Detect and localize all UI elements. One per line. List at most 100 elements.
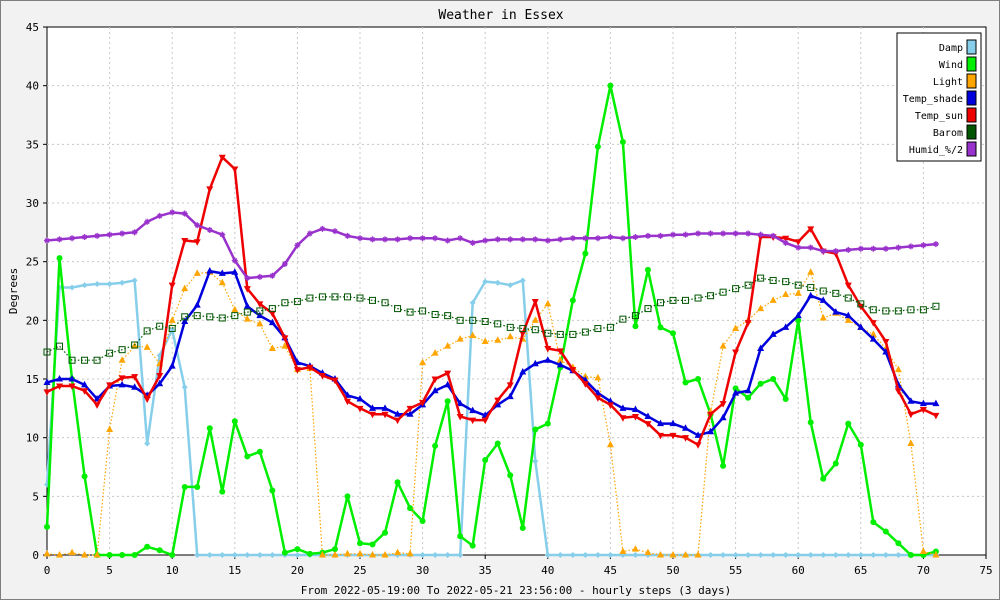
data-point-wind: [745, 394, 752, 401]
data-point-damp: [857, 552, 864, 558]
data-point-barom: [481, 318, 489, 326]
data-point-humid-2: [782, 239, 789, 246]
x-axis-label: From 2022-05-19:00 To 2022-05-21 23:56:0…: [301, 584, 731, 597]
data-point-temp-shade: [682, 424, 690, 431]
data-point-temp-sun: [606, 402, 614, 409]
data-point-damp: [820, 552, 827, 558]
data-point-temp-sun: [431, 376, 439, 383]
series-temp-sun: [43, 154, 940, 449]
data-point-temp-shade: [56, 375, 64, 382]
data-point-temp-shade: [556, 360, 564, 368]
data-point-temp-sun: [131, 374, 139, 381]
data-point-humid-2: [932, 241, 939, 248]
data-point-damp: [845, 552, 852, 558]
data-point-light: [594, 373, 602, 381]
data-point-barom: [606, 323, 614, 331]
x-tick-label: 60: [792, 564, 805, 577]
data-point-damp: [119, 279, 126, 286]
data-point-humid-2: [119, 230, 126, 237]
data-point-damp: [507, 282, 514, 289]
data-point-damp: [732, 552, 739, 558]
legend-entry-damp: Damp: [939, 39, 977, 55]
data-point-temp-shade: [456, 399, 464, 407]
data-point-wind: [444, 398, 451, 405]
data-point-wind: [757, 380, 764, 387]
data-point-light: [556, 356, 564, 363]
data-point-barom: [656, 299, 664, 307]
data-point-damp: [895, 552, 902, 558]
data-point-damp: [494, 279, 501, 286]
x-tick-label: 50: [666, 564, 679, 577]
data-point-wind: [820, 475, 827, 482]
data-point-temp-shade: [656, 419, 664, 427]
data-point-barom: [519, 325, 527, 333]
data-point-light: [43, 549, 51, 557]
data-point-light: [469, 331, 477, 339]
data-point-humid-2: [357, 235, 363, 242]
data-point-wind: [870, 519, 877, 526]
data-point-barom: [769, 276, 777, 284]
data-point-barom: [168, 325, 176, 333]
data-point-damp: [457, 552, 464, 558]
data-point-temp-sun: [919, 407, 927, 414]
data-point-barom: [832, 289, 840, 297]
data-point-damp: [181, 384, 188, 391]
data-point-barom: [932, 302, 940, 310]
data-point-temp-shade: [819, 296, 827, 303]
data-point-barom: [206, 313, 214, 321]
data-point-light: [256, 319, 264, 327]
data-point-wind: [732, 385, 739, 392]
data-point-barom: [444, 312, 452, 320]
data-point-light: [343, 549, 351, 557]
data-point-wind: [206, 425, 213, 432]
data-point-light: [694, 551, 702, 558]
data-point-damp: [519, 277, 526, 284]
data-point-temp-shade: [81, 380, 89, 388]
data-point-temp-sun: [619, 415, 627, 422]
y-tick-label: 5: [32, 490, 39, 503]
data-point-damp: [256, 552, 263, 558]
data-point-barom: [581, 328, 589, 336]
data-point-light: [782, 290, 790, 298]
data-point-barom: [494, 320, 502, 328]
data-point-wind: [432, 442, 439, 449]
data-point-light: [218, 278, 226, 286]
data-point-damp: [131, 277, 138, 284]
data-point-temp-shade: [757, 344, 765, 351]
data-point-temp-sun: [894, 388, 902, 395]
data-point-humid-2: [619, 235, 626, 242]
series-layer: [43, 82, 940, 558]
data-point-temp-sun: [794, 239, 802, 246]
data-point-temp-shade: [168, 362, 176, 369]
data-point-temp-shade: [218, 269, 226, 276]
legend-label: Temp_shade: [903, 94, 963, 105]
data-point-light: [56, 551, 64, 558]
data-point-barom: [369, 296, 377, 304]
data-point-light: [844, 316, 852, 323]
data-point-wind: [331, 546, 338, 553]
data-point-humid-2: [156, 212, 163, 219]
data-point-barom: [556, 330, 564, 338]
grid: [47, 27, 986, 555]
data-point-temp-sun: [281, 335, 289, 342]
data-point-humid-2: [594, 235, 601, 242]
data-point-light: [732, 324, 740, 332]
data-point-humid-2: [407, 235, 414, 242]
data-point-barom: [243, 308, 251, 316]
data-point-humid-2: [895, 244, 902, 251]
data-point-wind: [244, 453, 251, 460]
data-point-light: [819, 313, 827, 321]
data-point-light: [118, 356, 126, 363]
legend-swatch: [966, 56, 977, 72]
data-point-damp: [144, 440, 151, 447]
data-point-temp-shade: [732, 389, 740, 396]
data-point-barom: [106, 349, 114, 357]
data-point-wind: [394, 479, 401, 486]
data-point-barom: [356, 294, 364, 302]
legend-label: Light: [933, 77, 963, 88]
data-point-temp-sun: [631, 414, 639, 421]
legend-label: Damp: [939, 43, 963, 54]
data-point-barom: [882, 307, 890, 315]
data-point-temp-shade: [356, 394, 364, 402]
data-point-wind: [807, 419, 814, 426]
